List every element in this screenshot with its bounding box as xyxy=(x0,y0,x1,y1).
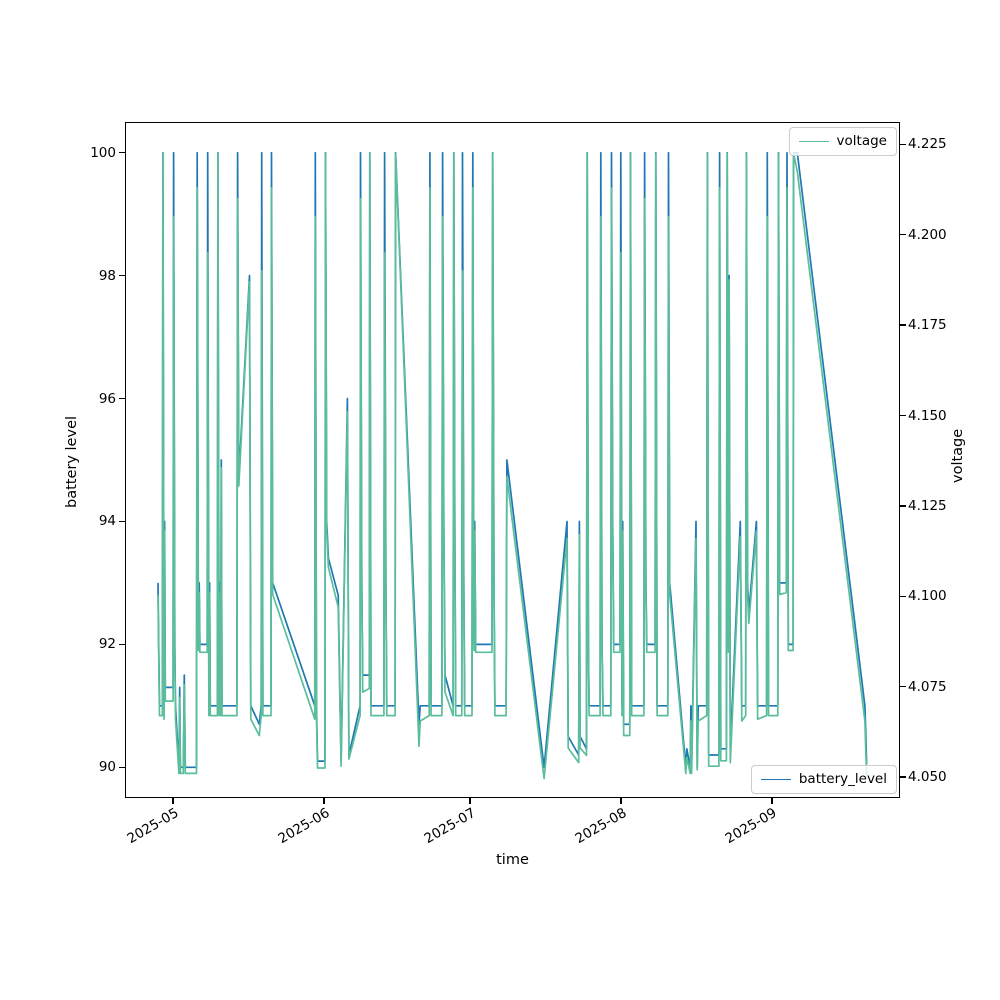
x-axis-label: time xyxy=(496,852,529,868)
y-tick-label-right: 4.125 xyxy=(908,497,947,514)
y-tick-mark-right xyxy=(900,505,906,507)
y-tick-label-right: 4.200 xyxy=(908,226,947,243)
battery_level-line xyxy=(157,151,868,769)
y-tick-label-left: 90 xyxy=(98,759,116,776)
x-tick-mark xyxy=(469,798,471,804)
y-tick-mark-left xyxy=(119,274,125,277)
y-tick-label-left: 100 xyxy=(90,144,116,161)
x-tick-mark xyxy=(620,798,622,804)
x-tick-label: 2025-07 xyxy=(421,805,478,848)
x-tick-label: 2025-09 xyxy=(722,805,780,848)
y-tick-mark-left xyxy=(119,643,125,646)
y-tick-label-right: 4.100 xyxy=(908,588,947,605)
x-tick-label: 2025-08 xyxy=(572,805,629,848)
x-tick-mark xyxy=(771,798,773,804)
y-tick-label-left: 98 xyxy=(98,267,116,284)
legend-battery-level: battery_level xyxy=(750,765,897,794)
x-tick-mark xyxy=(323,798,325,804)
y-tick-mark-left xyxy=(119,397,125,400)
voltage-line xyxy=(157,152,868,780)
y-tick-label-right: 4.175 xyxy=(908,317,947,334)
y-tick-mark-left xyxy=(119,766,125,768)
battery-level-legend-line-icon xyxy=(760,779,791,780)
voltage-legend-label: voltage xyxy=(836,133,887,149)
line-chart xyxy=(157,151,868,780)
y-tick-mark-right xyxy=(900,234,906,236)
y-tick-mark-right xyxy=(900,324,906,326)
y-tick-label-left: 96 xyxy=(98,390,116,407)
y-tick-label-right: 4.075 xyxy=(908,678,947,695)
y-tick-mark-right xyxy=(900,595,906,597)
x-tick-label: 2025-06 xyxy=(275,805,332,848)
y-tick-label-right: 4.150 xyxy=(908,407,947,424)
x-tick-mark xyxy=(172,798,174,804)
y-tick-label-left: 92 xyxy=(98,636,116,653)
y-axis-label-right: voltage xyxy=(950,428,966,483)
y-tick-label-left: 94 xyxy=(98,513,116,530)
y-axis-label-left: battery level xyxy=(64,415,80,508)
legend-voltage: voltage xyxy=(788,127,897,156)
y-tick-mark-right xyxy=(900,685,906,688)
x-tick-label: 2025-05 xyxy=(124,805,181,848)
y-tick-mark-right xyxy=(900,776,906,778)
y-tick-mark-left xyxy=(119,520,125,523)
y-tick-label-right: 4.225 xyxy=(908,136,947,153)
y-tick-mark-left xyxy=(119,152,125,154)
y-tick-mark-right xyxy=(900,414,906,417)
voltage-legend-line-icon xyxy=(798,141,829,142)
battery-level-legend-label: battery_level xyxy=(798,771,887,787)
y-tick-mark-right xyxy=(900,143,906,146)
y-tick-label-right: 4.050 xyxy=(908,769,947,786)
